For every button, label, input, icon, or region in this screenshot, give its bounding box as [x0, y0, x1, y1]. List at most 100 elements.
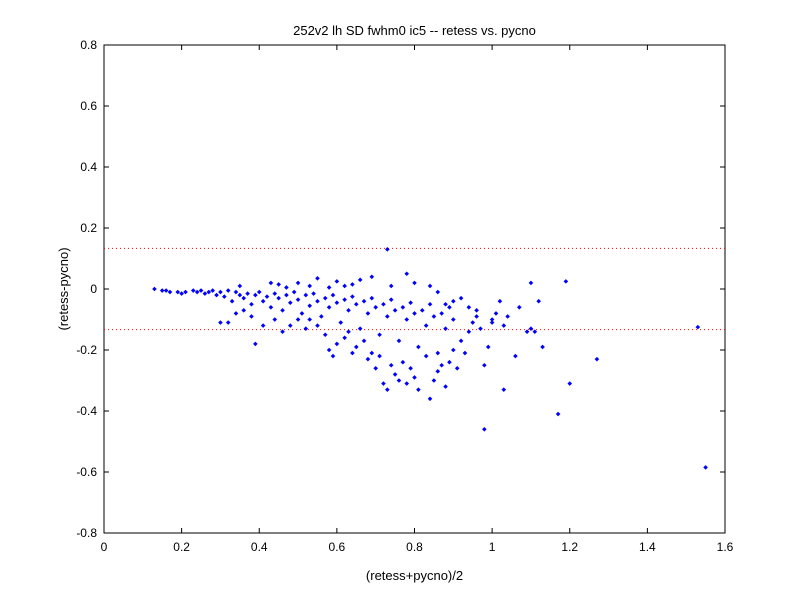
data-point [369, 350, 375, 356]
data-point [350, 350, 355, 356]
chart-title: 252v2 lh SD fwhm0 ic5 -- retess vs. pycn… [293, 23, 536, 38]
data-point [419, 308, 425, 313]
data-point [291, 289, 297, 295]
data-point [377, 332, 382, 338]
data-point [385, 314, 390, 319]
data-point [342, 283, 347, 289]
data-point [381, 301, 386, 307]
data-point [353, 301, 359, 307]
data-point [396, 338, 402, 344]
data-point [408, 366, 413, 371]
data-point [307, 283, 313, 289]
x-axis-label: (retess+pycno)/2 [366, 568, 463, 583]
data-point [268, 305, 274, 310]
data-point [326, 305, 332, 310]
data-point [253, 341, 258, 347]
data-point [330, 292, 336, 298]
data-point [322, 295, 328, 301]
data-point [497, 298, 503, 304]
data-point [427, 396, 433, 402]
data-point [485, 344, 491, 350]
data-point [334, 300, 340, 306]
data-point [179, 291, 184, 296]
data-point [703, 465, 708, 470]
data-point [388, 362, 394, 368]
data-point [225, 320, 231, 325]
data-point [408, 300, 413, 306]
data-point [528, 280, 534, 286]
y-tick-label: 0.6 [80, 99, 97, 113]
data-point [392, 372, 398, 377]
data-point [245, 291, 250, 296]
y-tick-label: 0 [90, 282, 97, 296]
data-point [167, 289, 173, 295]
data-point [346, 329, 351, 334]
y-tick-label: 0.8 [80, 38, 97, 52]
data-point [330, 353, 336, 359]
data-point [222, 294, 227, 299]
data-point [513, 353, 518, 359]
data-point [280, 308, 285, 313]
data-point [385, 247, 390, 252]
data-point [451, 347, 456, 353]
data-point [315, 276, 320, 281]
data-point [501, 387, 507, 392]
data-point [540, 344, 545, 350]
data-point [365, 311, 371, 316]
data-point [315, 323, 320, 328]
data-point [214, 292, 219, 298]
data-point [528, 326, 534, 331]
data-point [357, 326, 363, 331]
data-point [536, 298, 541, 304]
data-point [256, 289, 262, 295]
data-point [373, 366, 378, 371]
data-point [423, 353, 429, 359]
data-point [233, 289, 239, 295]
data-point [516, 305, 522, 310]
data-point [435, 350, 441, 356]
x-axis-ticks: 0 0.2 0.4 0.6 0.8 1 1.2 1.4 1.6 [101, 45, 734, 554]
data-point [218, 289, 223, 295]
data-point [175, 289, 181, 295]
data-point [412, 280, 417, 286]
data-point [431, 314, 437, 319]
data-point [159, 288, 165, 293]
data-point [190, 288, 196, 293]
data-point [501, 323, 507, 328]
x-tick-label: 1.2 [561, 540, 578, 554]
data-point [447, 359, 452, 365]
data-point [288, 300, 293, 306]
data-point [388, 283, 394, 289]
data-point [233, 311, 239, 316]
data-point [152, 286, 157, 292]
data-point [474, 314, 479, 319]
data-point [458, 295, 464, 301]
data-point [272, 291, 278, 296]
data-point [229, 298, 235, 304]
data-point [272, 317, 278, 322]
data-point [385, 387, 390, 392]
x-tick-label: 0.6 [329, 540, 346, 554]
data-point [264, 294, 270, 299]
data-point [392, 308, 398, 313]
x-tick-label: 1 [489, 540, 496, 554]
data-point [206, 289, 212, 295]
data-point [194, 289, 200, 295]
data-point [280, 329, 285, 334]
data-point [466, 329, 472, 334]
data-point [404, 317, 410, 322]
data-point [284, 285, 289, 290]
y-axis-ticks: -0.8 -0.6 -0.4 -0.2 0 0.2 0.4 0.6 0.8 [76, 38, 725, 540]
data-point [458, 338, 464, 344]
y-tick-label: 0.2 [80, 221, 97, 235]
data-point [295, 317, 301, 322]
data-point [451, 298, 456, 304]
data-point [338, 320, 344, 325]
plot-area [103, 44, 726, 534]
data-point [482, 427, 487, 432]
data-point [326, 347, 332, 353]
data-point [260, 323, 266, 328]
data-point [555, 411, 561, 417]
data-point [299, 311, 305, 316]
